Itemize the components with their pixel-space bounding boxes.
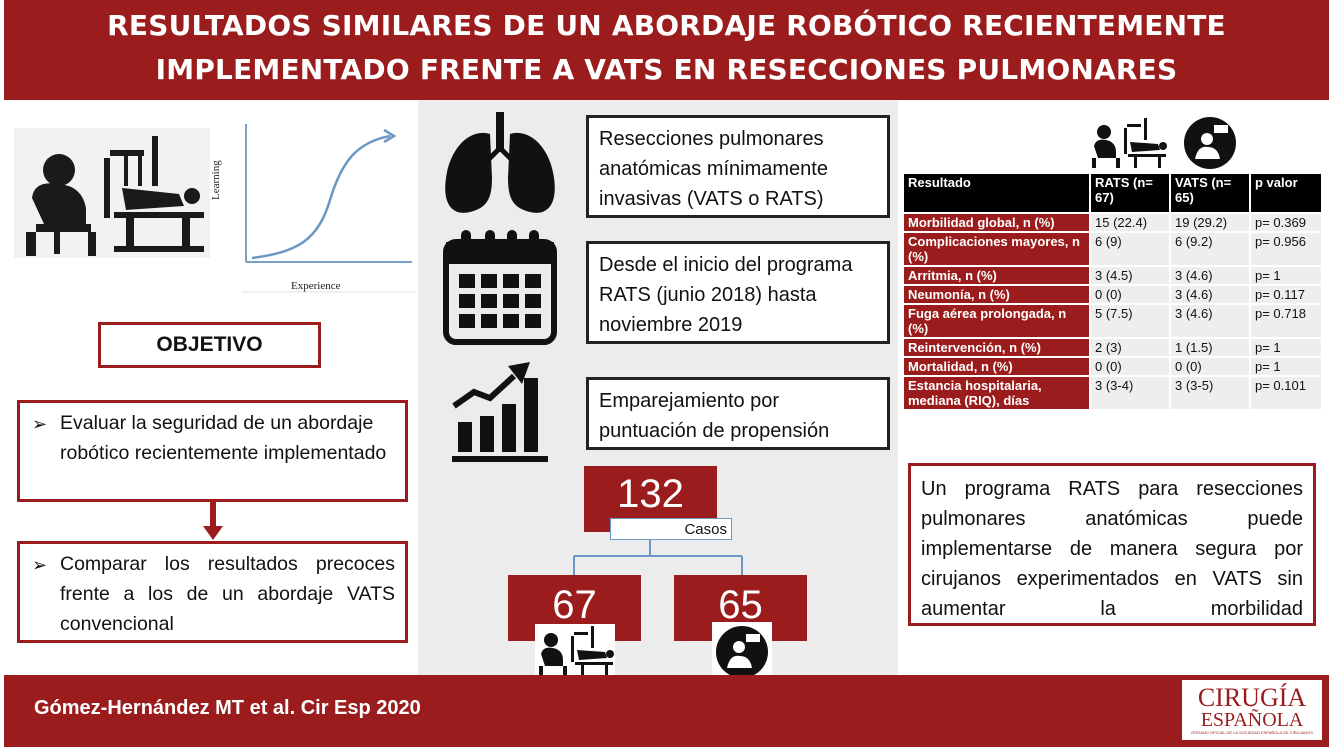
- logo-line-2: ESPAÑOLA: [1200, 709, 1304, 731]
- method-box-1: Resecciones pulmonares anatómicas mínima…: [586, 115, 890, 218]
- total-cases-label: Casos: [610, 518, 732, 540]
- table-header-row: Resultado RATS (n= 67) VATS (n= 65) p va…: [904, 174, 1323, 214]
- table-row: Complicaciones mayores, n (%) 6 (9) 6 (9…: [904, 232, 1323, 267]
- objective-title: OBJETIVO: [156, 333, 263, 356]
- table-row: Mortalidad, n (%) 0 (0) 0 (0) p= 1: [904, 357, 1323, 377]
- method-box-3-text: Emparejamiento por puntuación de propens…: [599, 390, 830, 442]
- table-cell: p= 0.369: [1250, 213, 1323, 233]
- bullet-arrow-icon: ➢: [32, 414, 48, 434]
- table-cell: 5 (7.5): [1090, 304, 1171, 339]
- table-cell: p= 1: [1250, 357, 1323, 377]
- learning-curve-chart: [242, 124, 416, 293]
- table-cell: 19 (29.2): [1170, 213, 1251, 233]
- table-cell: Neumonía, n (%): [904, 285, 1091, 305]
- table-cell: 3 (4.6): [1170, 266, 1251, 286]
- logo-line-1: CIRUGÍA: [1197, 683, 1307, 712]
- title-banner: RESULTADOS SIMILARES DE UN ABORDAJE ROBÓ…: [4, 0, 1329, 100]
- bullet-arrow-icon: ➢: [32, 555, 48, 575]
- table-cell: 3 (3-4): [1090, 376, 1171, 411]
- table-cell: Mortalidad, n (%): [904, 357, 1091, 377]
- table-row: Arritmia, n (%) 3 (4.5) 3 (4.6) p= 1: [904, 266, 1323, 286]
- table-row: Estancia hospitalaria, mediana (RIQ), dí…: [904, 376, 1323, 411]
- table-cell: 3 (4.5): [1090, 266, 1171, 286]
- vats-surgeon-icon: [1184, 117, 1236, 169]
- lungs-icon: [445, 112, 555, 213]
- table-cell: p= 0.117: [1250, 285, 1323, 305]
- table-header: VATS (n= 65): [1170, 174, 1251, 214]
- tree-connector: [573, 540, 743, 576]
- conclusion-box: Un programa RATS para resecciones pulmon…: [908, 463, 1316, 626]
- table-cell: 6 (9.2): [1170, 232, 1251, 267]
- method-box-2-text: Desde el inicio del programa RATS (junio…: [599, 254, 853, 336]
- curve-ylabel: Learning: [210, 160, 222, 200]
- method-box-1-text: Resecciones pulmonares anatómicas mínima…: [599, 128, 828, 210]
- table-cell: 0 (0): [1090, 357, 1171, 377]
- table-cell: 0 (0): [1090, 285, 1171, 305]
- table-cell: p= 1: [1250, 338, 1323, 358]
- table-cell: Estancia hospitalaria, mediana (RIQ), dí…: [904, 376, 1091, 411]
- journal-logo: CIRUGÍA ESPAÑOLA ÓRGANO OFICIAL DE LA SO…: [1182, 680, 1322, 740]
- citation: Gómez-Hernández MT et al. Cir Esp 2020: [34, 697, 421, 719]
- objective-item-1: ➢ Evaluar la seguridad de un abordaje ro…: [17, 400, 408, 502]
- objective-item-2: ➢ Comparar los resultados precoces frent…: [17, 541, 408, 643]
- curve-xlabel: Experience: [291, 280, 341, 292]
- table-cell: Complicaciones mayores, n (%): [904, 232, 1091, 267]
- table-row: Fuga aérea prolongada, n (%) 5 (7.5) 3 (…: [904, 304, 1323, 339]
- table-cell: 3 (4.6): [1170, 304, 1251, 339]
- method-box-3: Emparejamiento por puntuación de propens…: [586, 377, 890, 450]
- table-cell: 6 (9): [1090, 232, 1171, 267]
- robotic-surgery-icon: [14, 128, 210, 258]
- objective-item-1-text: Evaluar la seguridad de un abordaje robó…: [60, 412, 387, 464]
- logo-line-3: ÓRGANO OFICIAL DE LA SOCIEDAD ESPAÑOLA D…: [1191, 730, 1313, 735]
- calendar-icon: [443, 230, 557, 345]
- table-cell: p= 1: [1250, 266, 1323, 286]
- robotic-surgery-icon: [1092, 118, 1167, 168]
- table-cell: 1 (1.5): [1170, 338, 1251, 358]
- table-cell: p= 0.956: [1250, 232, 1323, 267]
- vats-surgeon-icon: [712, 622, 772, 680]
- table-header: RATS (n= 67): [1090, 174, 1171, 214]
- table-cell: Fuga aérea prolongada, n (%): [904, 304, 1091, 339]
- table-row: Neumonía, n (%) 0 (0) 3 (4.6) p= 0.117: [904, 285, 1323, 305]
- table-header: Resultado: [904, 174, 1091, 214]
- table-cell: 2 (3): [1090, 338, 1171, 358]
- results-table: Resultado RATS (n= 67) VATS (n= 65) p va…: [904, 174, 1323, 411]
- objective-title-box: OBJETIVO: [98, 322, 321, 368]
- table-row: Reintervención, n (%) 2 (3) 1 (1.5) p= 1: [904, 338, 1323, 358]
- robotic-surgery-icon: [535, 624, 615, 678]
- table-cell: p= 0.101: [1250, 376, 1323, 411]
- table-cell: 0 (0): [1170, 357, 1251, 377]
- table-header: p valor: [1250, 174, 1323, 214]
- table-cell: 15 (22.4): [1090, 213, 1171, 233]
- footer-bar: Gómez-Hernández MT et al. Cir Esp 2020: [4, 675, 1329, 747]
- title-line-1: RESULTADOS SIMILARES DE UN ABORDAJE ROBÓ…: [107, 9, 1226, 42]
- objective-item-2-text: Comparar los resultados precoces frente …: [60, 553, 395, 635]
- title-line-2: IMPLEMENTADO FRENTE A VATS EN RESECCIONE…: [155, 53, 1178, 86]
- table-cell: Morbilidad global, n (%): [904, 213, 1091, 233]
- table-cell: Arritmia, n (%): [904, 266, 1091, 286]
- conclusion-text: Un programa RATS para resecciones pulmon…: [921, 478, 1303, 620]
- table-cell: 3 (4.6): [1170, 285, 1251, 305]
- table-cell: Reintervención, n (%): [904, 338, 1091, 358]
- arrow-down-icon: [203, 502, 223, 540]
- table-cell: p= 0.718: [1250, 304, 1323, 339]
- table-cell: 3 (3-5): [1170, 376, 1251, 411]
- table-row: Morbilidad global, n (%) 15 (22.4) 19 (2…: [904, 213, 1323, 233]
- chart-growth-icon: [452, 362, 548, 462]
- method-box-2: Desde el inicio del programa RATS (junio…: [586, 241, 890, 344]
